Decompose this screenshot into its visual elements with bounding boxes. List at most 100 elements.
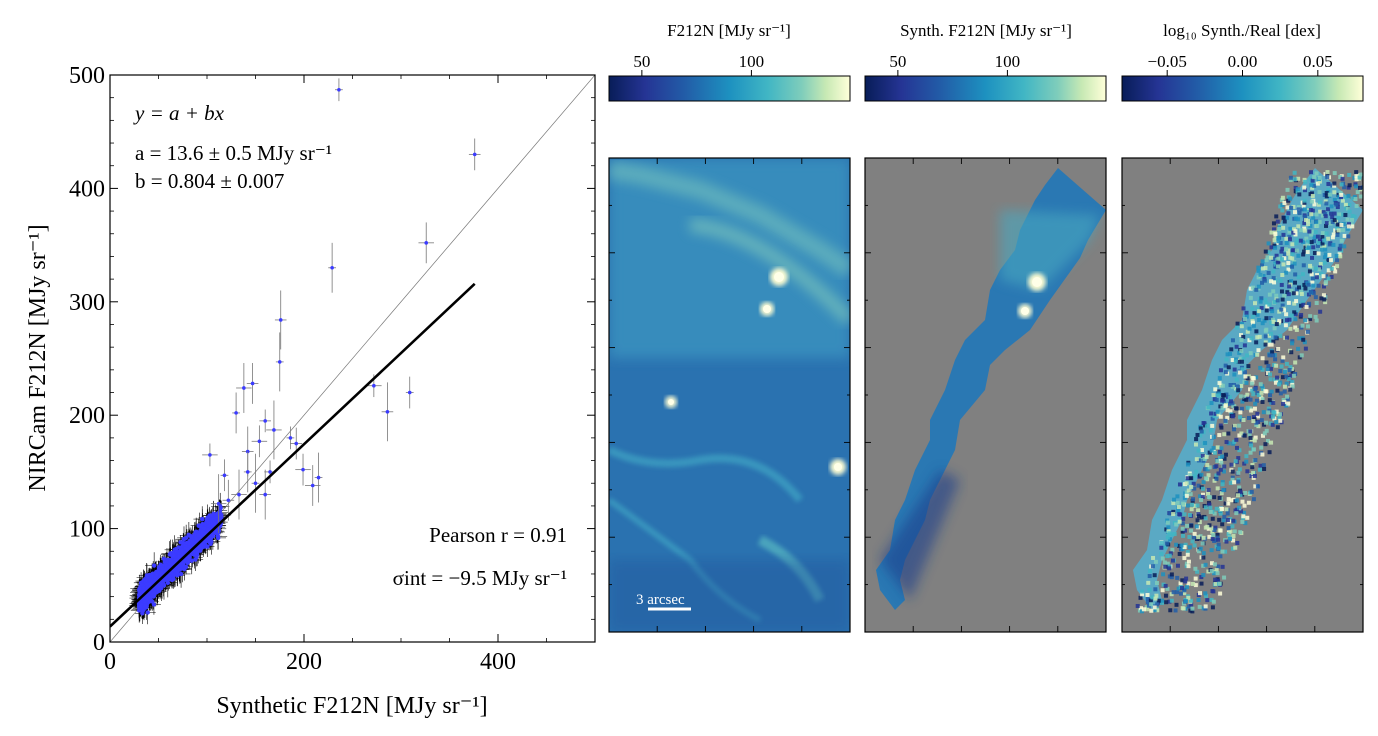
data-point [143,578,148,584]
ratio-pixel [1273,380,1278,385]
ratio-pixel [1300,239,1305,244]
ratio-pixel [1186,488,1191,493]
ratio-pixel [1244,397,1249,402]
ratio-pixel [1211,589,1216,594]
colorbar-tick-label: 0.00 [1228,52,1258,71]
ratio-pixel [1289,350,1294,355]
ratio-pixel [1325,172,1330,177]
ratio-pixel [1209,401,1214,406]
ratio-pixel [1211,599,1216,604]
ratio-pixel [1216,412,1221,417]
ratio-pixel [1281,225,1286,230]
ratio-pixel [1235,321,1240,326]
ratio-pixel [1188,492,1193,497]
ratio-pixel [1182,591,1187,596]
ratio-pixel [1276,239,1281,244]
ratio-pixel [1242,433,1247,438]
ratio-pixel [1251,497,1256,502]
ratio-pixel [1280,246,1285,251]
ratio-pixel [1168,551,1173,556]
ratio-pixel [1222,464,1227,469]
ratio-pixel [1332,190,1337,195]
ratio-pixel [1289,373,1294,378]
ratio-pixel [1187,604,1192,609]
ratio-pixel [1302,340,1307,345]
ratio-pixel [1321,293,1326,298]
ratio-pixel [1296,176,1301,181]
ratio-pixel [1314,318,1319,323]
ratio-pixel [1302,221,1307,226]
ratio-pixel [1269,320,1274,325]
ratio-pixel [1296,205,1301,210]
ratio-pixel [1210,416,1215,421]
data-point [385,409,390,414]
ratio-pixel [1197,604,1202,609]
ratio-pixel [1213,387,1218,392]
ratio-pixel [1284,318,1289,323]
data-point [268,470,272,474]
data-point [208,453,212,457]
colorbar-1-bar [608,75,851,102]
ratio-pixel [1149,608,1154,613]
ratio-pixel [1299,228,1304,233]
ratio-pixel [1198,534,1203,539]
ratio-pixel [1252,301,1257,306]
ratio-pixel [1234,437,1239,442]
ratio-pixel [1271,400,1276,405]
ratio-pixel [1287,235,1292,240]
data-point [193,530,198,535]
ratio-pixel [1264,316,1269,321]
ratio-pixel [1228,529,1233,534]
ratio-pixel [1262,318,1267,323]
ratio-pixel [1303,286,1308,291]
ratio-pixel [1316,267,1321,272]
ratio-pixel [1217,581,1222,586]
ratio-pixel [1350,224,1355,229]
ratio-pixel [1260,263,1265,268]
ratio-pixel [1332,171,1337,176]
ratio-pixel [1193,576,1198,581]
ratio-pixel [1240,519,1245,524]
ratio-pixel [1297,355,1302,360]
ratio-pixel [1155,608,1160,613]
ratio-pixel [1160,556,1165,561]
y-tick-label: 200 [69,403,105,429]
ratio-pixel [1271,257,1276,262]
ratio-pixel [1281,398,1286,403]
ratio-pixel [1306,209,1311,214]
ratio-pixel [1329,211,1334,216]
ratio-pixel [1217,495,1222,500]
ratio-pixel [1239,431,1244,436]
ratio-pixel [1292,261,1297,266]
ratio-pixel [1205,524,1210,529]
ratio-pixel [1319,247,1324,252]
ratio-pixel [1247,338,1252,343]
ratio-pixel [1314,301,1319,306]
ratio-pixel [1334,202,1339,207]
ratio-pixel [1265,438,1270,443]
data-point [144,582,150,587]
ratio-pixel [1328,221,1333,226]
ratio-pixel [1288,365,1293,370]
ratio-pixel [1296,253,1301,258]
ratio-pixel [1258,365,1263,370]
ratio-pixel [1326,258,1331,263]
ratio-pixel [1310,178,1315,183]
ratio-pixel [1198,494,1203,499]
ratio-pixel [1150,595,1155,600]
ratio-pixel [1184,561,1189,566]
ratio-pixel [1312,239,1317,244]
ratio-pixel [1347,222,1352,227]
ratio-pixel [1286,401,1291,406]
ratio-pixel [1210,516,1215,521]
ratio-pixel [1176,586,1181,591]
ratio-pixel [1290,339,1295,344]
ratio-pixel [1248,387,1253,392]
ratio-pixel [1272,280,1277,285]
ratio-pixel [1218,591,1223,596]
ratio-pixel [1286,300,1291,305]
ratio-pixel [1284,312,1289,317]
ratio-pixel [1169,598,1174,603]
ratio-pixel [1302,185,1307,190]
ratio-pixel [1274,409,1279,414]
